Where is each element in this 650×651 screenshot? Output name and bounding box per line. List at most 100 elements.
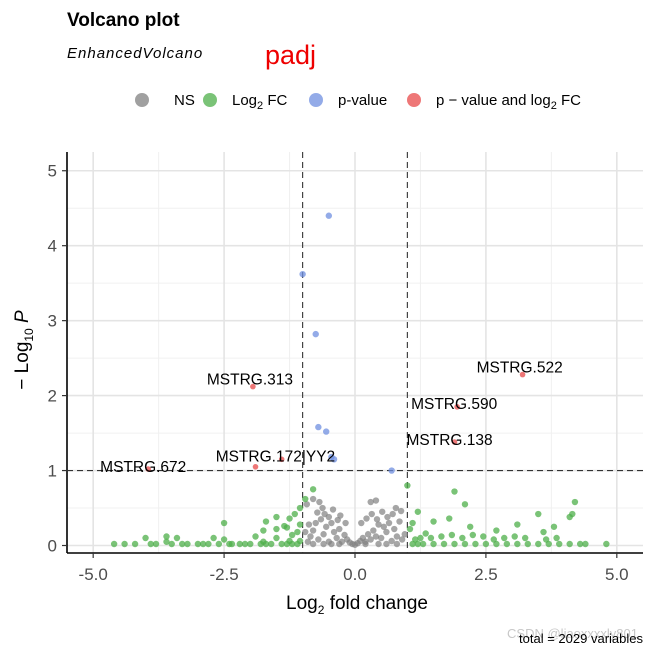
y-tick-label: 3 bbox=[48, 312, 57, 331]
data-point-log2fc bbox=[472, 540, 479, 548]
data-point-log2fc bbox=[194, 540, 202, 548]
data-point-log2fc bbox=[514, 540, 521, 548]
data-point-NS bbox=[337, 512, 344, 519]
data-point-log2fc bbox=[273, 513, 280, 521]
data-point-log2fc bbox=[422, 530, 429, 537]
data-point-NS bbox=[336, 540, 343, 548]
data-point-log2fc bbox=[459, 534, 466, 542]
data-point-log2fc bbox=[535, 540, 542, 548]
data-point-pvalue bbox=[315, 423, 322, 431]
data-point-pvalue bbox=[388, 467, 395, 474]
data-point-log2fc bbox=[252, 533, 259, 540]
data-point-log2fc bbox=[553, 534, 560, 542]
data-point-log2fc bbox=[294, 528, 301, 536]
data-point-log2fc bbox=[569, 510, 576, 518]
data-point-pvalue bbox=[323, 428, 330, 435]
data-point-NS bbox=[368, 510, 375, 518]
data-point-log2fc bbox=[571, 498, 579, 506]
data-point-log2fc bbox=[438, 533, 445, 540]
x-tick-label: 5.0 bbox=[605, 565, 629, 584]
data-point-log2fc bbox=[260, 538, 267, 545]
data-point-NS bbox=[336, 525, 343, 533]
data-point-log2fc bbox=[550, 523, 558, 530]
data-point-NS bbox=[315, 536, 322, 543]
legend-label-log2fc: Log2 FC bbox=[232, 92, 287, 112]
data-point-log2fc bbox=[110, 540, 118, 548]
data-point-log2fc bbox=[490, 536, 497, 543]
plot-title: Volcano plot bbox=[67, 10, 180, 31]
x-tick-label: -2.5 bbox=[209, 565, 238, 584]
data-point-log2fc bbox=[142, 534, 149, 542]
data-point-log2fc bbox=[404, 482, 411, 489]
data-point-log2fc bbox=[184, 540, 191, 548]
data-point-log2fc bbox=[448, 531, 456, 539]
data-point-log2fc bbox=[241, 540, 249, 548]
data-point-log2fc bbox=[199, 540, 207, 548]
data-point-NS bbox=[330, 528, 338, 536]
data-point-log2fc bbox=[205, 540, 212, 548]
data-point-NS bbox=[305, 521, 313, 528]
data-point-log2fc bbox=[467, 523, 474, 530]
data-point-NS bbox=[379, 508, 386, 515]
data-point-log2fc bbox=[273, 534, 280, 542]
padj-annotation: padj bbox=[265, 40, 316, 70]
data-point-both bbox=[519, 371, 526, 378]
data-point-NS bbox=[302, 528, 309, 536]
data-point-both bbox=[451, 439, 458, 445]
data-point-NS bbox=[393, 540, 401, 548]
data-point-log2fc bbox=[286, 515, 293, 522]
data-point-log2fc bbox=[501, 534, 508, 542]
data-point-NS bbox=[320, 540, 327, 548]
data-point-NS bbox=[320, 531, 327, 538]
data-point-NS bbox=[364, 531, 372, 538]
data-point-log2fc bbox=[268, 540, 275, 548]
data-point-pvalue bbox=[312, 330, 319, 338]
data-point-log2fc bbox=[461, 501, 469, 508]
caption: total = 2029 variables bbox=[519, 631, 643, 646]
data-point-NS bbox=[342, 519, 349, 527]
y-tick-label: 5 bbox=[48, 162, 57, 181]
data-point-log2fc bbox=[288, 531, 296, 539]
data-point-log2fc bbox=[514, 521, 521, 528]
data-point-NS bbox=[312, 519, 319, 527]
point-labels: MSTRG.522 MSTRG.590 MSTRG.138 MSTRG.313 MSTR… bbox=[100, 360, 563, 476]
data-point-NS bbox=[317, 516, 325, 523]
data-point-log2fc bbox=[236, 540, 243, 548]
y-tick-label: 2 bbox=[48, 387, 57, 406]
data-point-NS bbox=[384, 513, 391, 521]
data-point-both bbox=[250, 383, 256, 390]
data-point-NS bbox=[309, 495, 317, 503]
legend-label-both: p − value and log2 FC bbox=[436, 92, 581, 112]
x-tick-label: 0.0 bbox=[343, 565, 367, 584]
grid bbox=[67, 152, 643, 553]
data-point-log2fc bbox=[278, 540, 285, 548]
data-point-NS bbox=[329, 506, 337, 513]
data-point-log2fc bbox=[296, 504, 304, 512]
point-label: MSTRG.172|YY2 bbox=[216, 448, 335, 465]
data-point-NS bbox=[325, 513, 333, 521]
legend-swatch-pvalue bbox=[309, 93, 323, 107]
data-point-log2fc bbox=[302, 495, 309, 503]
data-point-NS bbox=[367, 498, 374, 506]
data-point-log2fc bbox=[493, 527, 500, 534]
data-point-log2fc bbox=[524, 540, 531, 548]
data-point-log2fc bbox=[163, 538, 170, 545]
data-point-pvalue bbox=[299, 270, 306, 278]
data-point-log2fc bbox=[262, 518, 270, 525]
data-point-NS bbox=[375, 521, 382, 528]
data-point-NS bbox=[316, 498, 323, 506]
data-point-log2fc bbox=[228, 540, 236, 548]
data-point-NS bbox=[383, 528, 390, 536]
data-point-log2fc bbox=[247, 540, 254, 548]
data-point-NS bbox=[363, 515, 370, 522]
data-point-log2fc bbox=[427, 534, 435, 542]
data-point-NS bbox=[393, 533, 401, 540]
data-point-log2fc bbox=[451, 540, 458, 548]
point-label: MSTRG.672 bbox=[100, 459, 186, 476]
data-point-log2fc bbox=[220, 536, 228, 543]
data-point-log2fc bbox=[409, 519, 416, 527]
data-point-log2fc bbox=[461, 540, 469, 548]
data-point-NS bbox=[396, 518, 403, 525]
data-point-NS bbox=[389, 510, 396, 518]
